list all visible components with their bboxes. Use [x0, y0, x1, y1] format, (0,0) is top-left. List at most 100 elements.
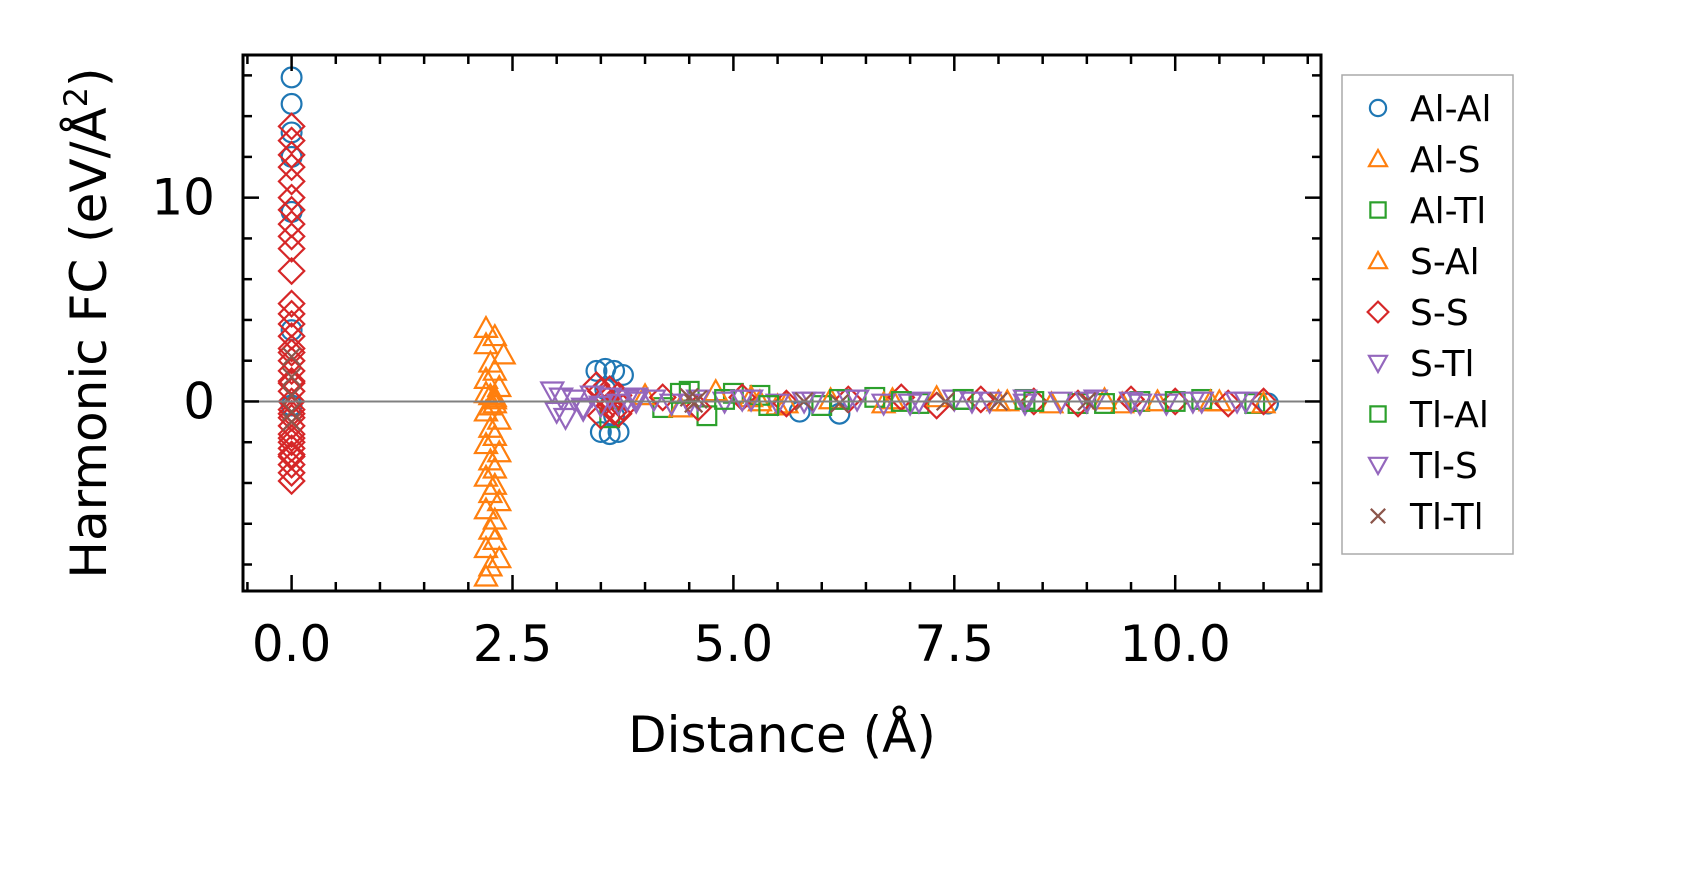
point-s-s: [277, 466, 306, 496]
point-s-s: [277, 423, 306, 453]
point-s-s: [1214, 389, 1243, 418]
point-tl-al: [828, 388, 850, 410]
point-al-s: [490, 341, 517, 365]
point-tl-tl: [688, 389, 708, 410]
point-al-s: [481, 384, 508, 408]
point-al-s: [481, 455, 508, 479]
legend-marker-tl-al: [1369, 405, 1387, 423]
point-s-al: [632, 382, 658, 406]
point-s-s: [277, 112, 306, 141]
point-s-s: [277, 411, 306, 441]
point-s-s: [277, 440, 306, 469]
point-al-s: [481, 422, 508, 447]
point-tl-al: [1094, 393, 1115, 414]
point-s-tl: [539, 381, 566, 405]
point-s-s: [277, 234, 306, 263]
legend-marker-s-al: [1367, 249, 1389, 270]
legend-label: Tl-Al: [1409, 395, 1489, 436]
tick-labels: 0.0 2.5 5.0 7.5 10.0 0 10: [151, 169, 1230, 673]
y-axis-title-main: Harmonic FC (eV/Å: [60, 107, 118, 578]
point-s-tl: [587, 395, 614, 419]
point-s-tl: [906, 391, 932, 415]
point-s-tl: [976, 391, 1003, 415]
point-al-s: [473, 365, 499, 389]
axis-ticks: [243, 55, 1321, 591]
point-tl-tl: [282, 367, 302, 387]
point-s-tl: [543, 401, 570, 425]
point-s-s: [277, 450, 306, 479]
point-s-tl: [870, 393, 897, 417]
point-tl-tl: [282, 347, 302, 367]
point-tl-tl: [282, 412, 302, 432]
y-axis-title: Harmonic FC (eV/Å2): [57, 67, 118, 578]
point-s-s: [277, 289, 306, 318]
point-s-al: [1091, 386, 1118, 410]
point-tl-al: [952, 388, 974, 410]
legend-marker-tl-s: [1367, 456, 1389, 477]
point-s-s: [277, 167, 306, 196]
point-tl-al: [669, 382, 691, 404]
point-tl-s: [1126, 393, 1153, 417]
point-al-s: [481, 322, 508, 347]
legend-label: Tl-S: [1409, 446, 1478, 487]
x-tick-label: 0.0: [252, 615, 332, 673]
point-s-s: [277, 428, 306, 457]
point-al-s: [486, 488, 513, 512]
y-axis-title-close: ): [60, 67, 118, 87]
point-s-al: [923, 384, 950, 408]
point-al-s: [481, 357, 508, 381]
x-tick-label: 7.5: [915, 615, 995, 673]
point-al-tl: [1191, 388, 1213, 410]
legend-label: Al-Tl: [1410, 191, 1486, 232]
point-tl-s: [570, 397, 597, 421]
x-axis-title: Distance (Å): [628, 706, 936, 764]
point-s-al: [1197, 388, 1224, 412]
point-al-s: [486, 545, 513, 569]
legend-label: S-Al: [1410, 242, 1480, 283]
point-al-al: [611, 363, 634, 386]
point-s-s: [277, 299, 306, 329]
x-tick-label: 2.5: [473, 615, 553, 673]
point-al-s: [473, 496, 499, 520]
point-tl-s: [791, 391, 817, 415]
point-s-s: [1063, 389, 1093, 418]
legend-marker-s-s: [1366, 300, 1390, 324]
legend: Al-Al Al-S Al-Tl S-Al S-S S-Tl Tl-Al Tl-S Tl-Tl: [1341, 74, 1514, 555]
point-s-tl: [1118, 391, 1144, 415]
point-s-tl: [711, 391, 738, 415]
plot-frame: [241, 53, 1323, 593]
point-s-s: [277, 222, 306, 251]
point-s-s: [277, 458, 306, 488]
point-s-s: [277, 334, 306, 363]
point-tl-al: [714, 388, 736, 410]
point-s-s: [277, 366, 306, 396]
point-al-s: [473, 331, 499, 355]
y-tick-label: 0: [183, 372, 215, 430]
legend-label: Tl-Tl: [1409, 497, 1484, 538]
point-al-al: [585, 359, 608, 382]
point-al-s: [473, 534, 499, 559]
point-al-s: [473, 314, 499, 338]
point-tl-al: [758, 395, 780, 416]
point-s-tl: [623, 391, 650, 415]
x-tick-label: 10.0: [1120, 615, 1231, 673]
legend-marker-al-al: [1368, 98, 1388, 118]
point-al-s: [473, 463, 499, 487]
point-al-tl: [696, 405, 718, 427]
point-tl-tl: [829, 393, 850, 414]
legend-label: S-S: [1410, 293, 1469, 334]
legend-label: S-Tl: [1410, 344, 1475, 385]
point-tl-s: [623, 387, 650, 411]
point-s-s: [277, 256, 306, 286]
point-al-s: [486, 439, 513, 463]
point-s-tl: [552, 407, 579, 432]
legend-label: Al-Al: [1410, 89, 1491, 130]
point-s-tl: [1047, 391, 1074, 415]
point-tl-s: [1073, 391, 1100, 415]
plot-points: [277, 66, 1279, 587]
point-al-s: [481, 526, 508, 550]
point-al-s: [473, 430, 499, 455]
point-s-tl: [596, 387, 623, 411]
point-s-s: [277, 152, 306, 182]
